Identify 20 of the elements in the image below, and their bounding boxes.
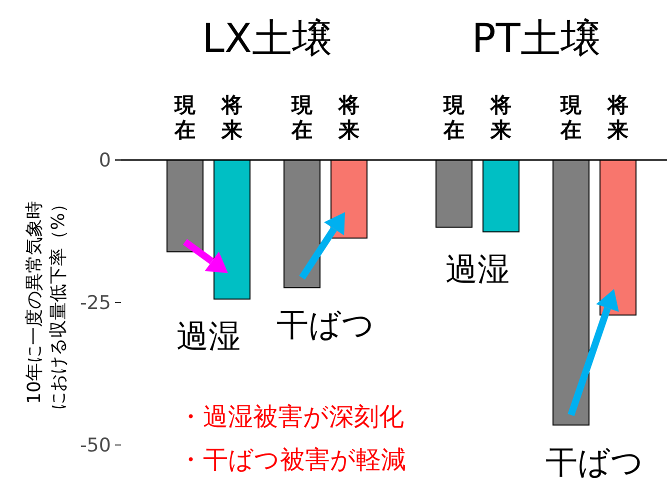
y-axis-title: 10年に一度の異常気象時における収量低下率（%） — [24, 194, 69, 410]
x-tick-label: 将来 — [490, 93, 512, 142]
y-tick-label: -25 — [80, 292, 111, 314]
x-tick-label: 現在 — [442, 93, 466, 142]
annotation: 過湿 — [176, 317, 240, 356]
x-tick-label: 現在 — [560, 93, 582, 142]
annotation: ・干ばつ被害が軽減 — [178, 445, 406, 474]
x-tick-label: 現在 — [290, 93, 314, 142]
y-tick-label: 0 — [98, 150, 111, 172]
text: PT土壌 — [472, 16, 600, 62]
text: LX土壌 — [202, 16, 332, 62]
x-tick-label: 将来 — [220, 93, 242, 142]
x-tick-label: 将来 — [606, 93, 628, 142]
annotation: 過湿 — [446, 250, 510, 288]
annotation: 干ばつ — [546, 443, 644, 482]
annotation: 干ばつ — [276, 306, 374, 344]
x-tick-label: 現在 — [174, 93, 196, 142]
y-tick-label: -50 — [80, 434, 111, 457]
annotation: ・過湿被害が深刻化 — [178, 402, 404, 431]
x-tick-label: 将来 — [338, 93, 360, 142]
